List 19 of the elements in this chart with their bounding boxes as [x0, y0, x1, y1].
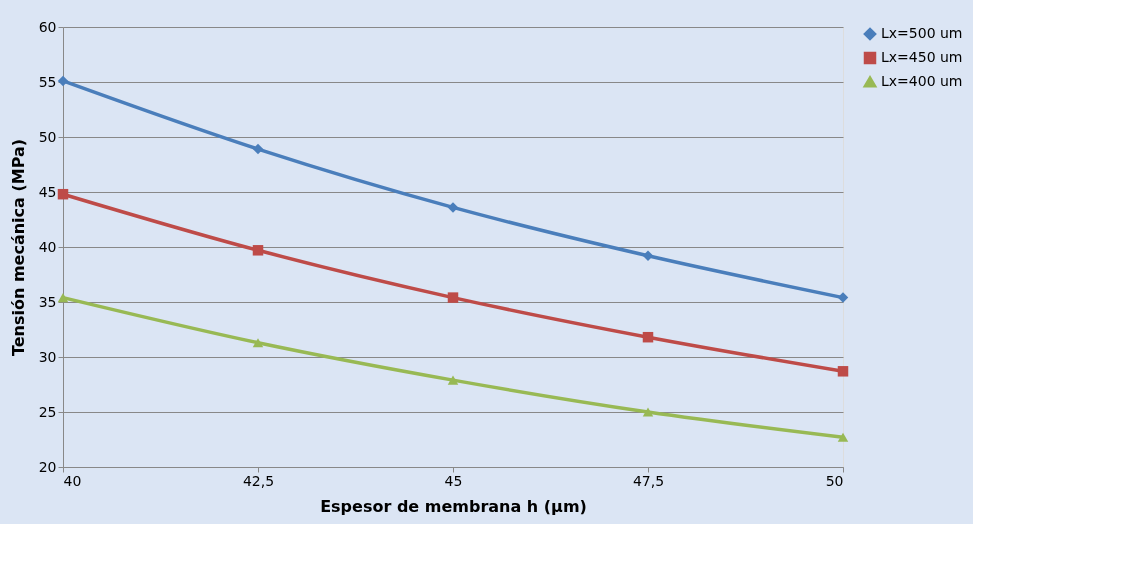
y-tick-label: 30 [38, 348, 57, 365]
y-tick-label: 25 [38, 403, 57, 420]
y-tick-label: 50 [38, 128, 57, 145]
x-tick-label: 47,5 [632, 472, 665, 489]
y-tick-label: 55 [38, 73, 57, 90]
x-tick-label: 40 [63, 472, 82, 489]
legend-label: Lx=450 um [881, 49, 963, 65]
y-tick-label: 45 [38, 183, 57, 200]
y-tick-label: 40 [38, 238, 57, 255]
y-tick-label: 60 [38, 18, 57, 35]
x-tick-label: 50 [825, 472, 844, 489]
legend-label: Lx=500 um [881, 25, 963, 41]
y-tick-label: 20 [38, 458, 57, 475]
y-tick-label: 35 [38, 293, 57, 310]
y-axis-title: Tensión mecánica (MPa) [8, 138, 28, 357]
legend-label: Lx=400 um [881, 73, 963, 89]
x-tick-label: 42,5 [242, 472, 275, 489]
x-tick-label: 45 [444, 472, 463, 489]
x-axis-title: Espesor de membrana h (µm) [320, 496, 587, 516]
